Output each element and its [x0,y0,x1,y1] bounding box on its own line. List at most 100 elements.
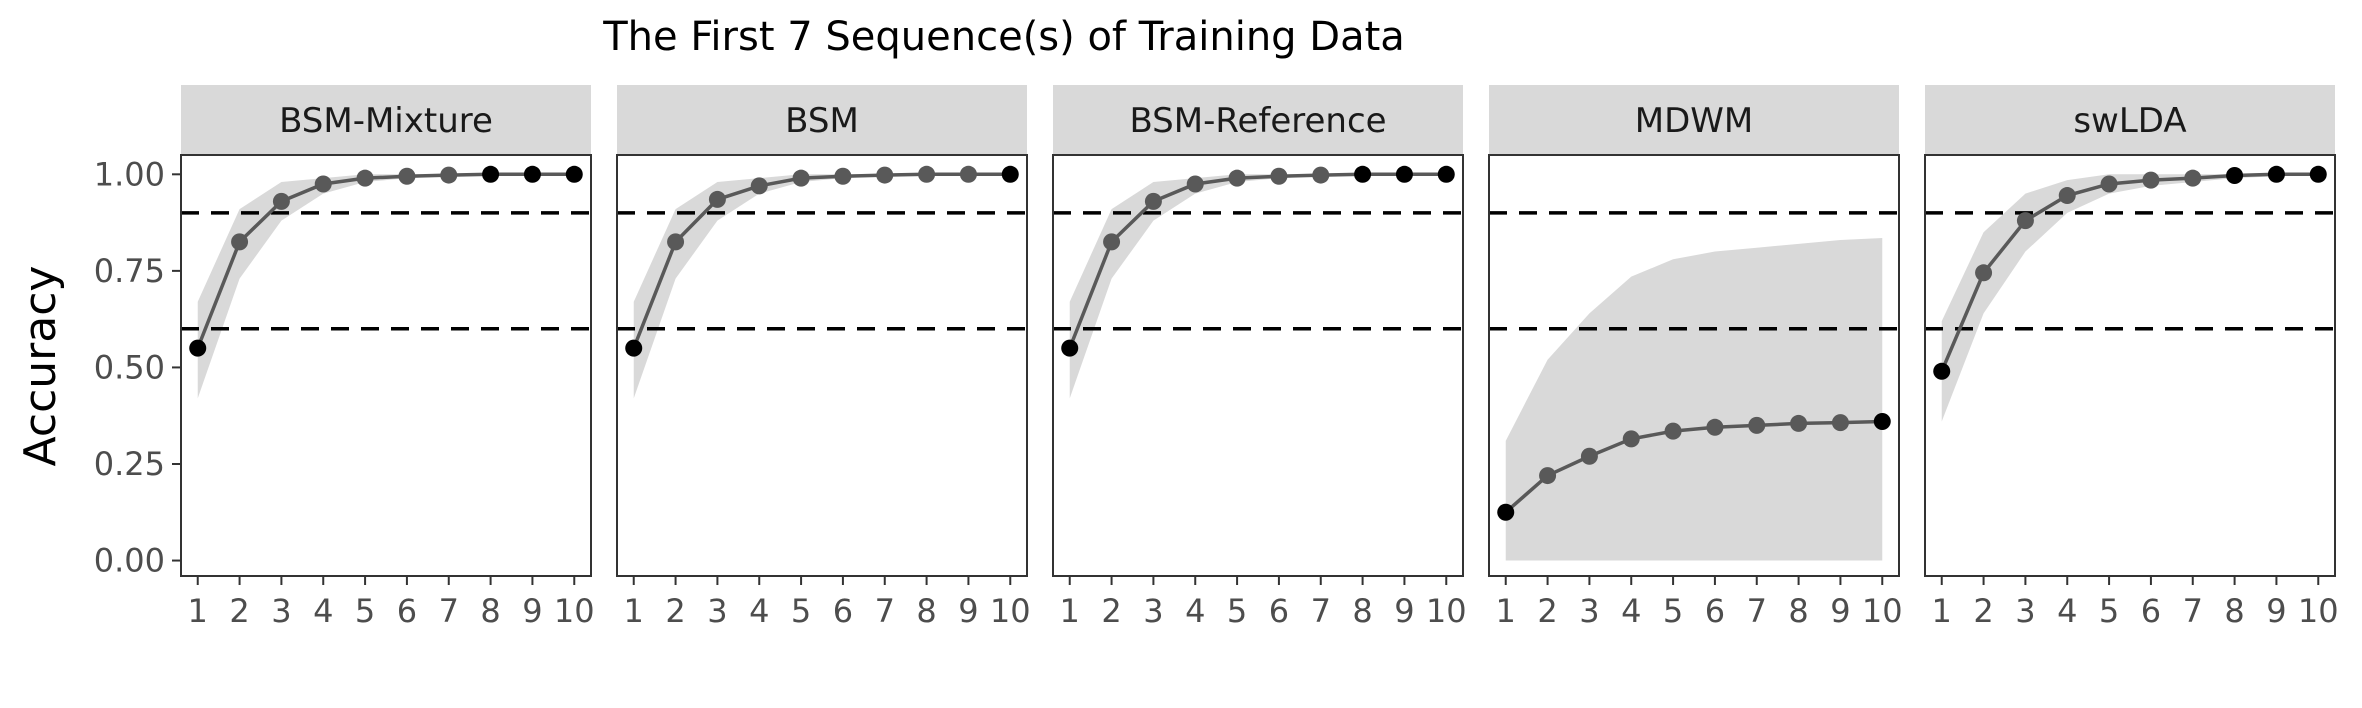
panel-mdwm: MDWM 1 2 3 4 5 6 7 8 9 10 [1488,85,1903,630]
data-point [1790,414,1808,432]
facet-strip [1489,85,1899,155]
x-tick-label: 4 [313,592,333,630]
data-point [834,167,852,185]
x-tick-label: 6 [1269,592,1289,630]
confidence-band [1941,174,2319,422]
x-tick-label: 8 [1788,592,1808,630]
facet-strip [181,85,591,155]
data-point [1103,233,1121,251]
data-point [523,165,541,183]
y-tick-label: 0.00 [94,542,165,580]
x-tick-label: 9 [958,592,978,630]
data-point [1622,430,1640,448]
x-tick-label: 5 [355,592,375,630]
data-point [1270,167,1288,185]
panel-border [180,154,592,577]
x-tick-label: 8 [2224,592,2244,630]
data-point [2058,187,2076,205]
x-tick-label: 4 [749,592,769,630]
facet-strip-label: swLDA [2073,101,2186,141]
data-point [565,165,583,183]
series-line [632,172,1011,349]
y-tick-label: 0.25 [94,445,165,483]
x-tick-label: 10 [990,592,1031,630]
x-tick-label: 6 [1705,592,1725,630]
data-point [750,177,768,195]
data-point [708,190,726,208]
data-point [2100,175,2118,193]
x-tick-label: 8 [1352,592,1372,630]
y-tick-label: 0.75 [94,252,165,290]
series-line [1504,419,1883,514]
x-tick-label: 8 [916,592,936,630]
x-tick-label: 2 [1101,592,1121,630]
panel-border [616,154,1028,577]
x-tick-label: 6 [2141,592,2161,630]
data-point [2226,166,2244,184]
y-axis: 0.00 0.25 0.50 0.75 1.00 [94,155,181,580]
x-tick-label: 9 [2266,592,2286,630]
facet-strip [1925,85,2335,155]
data-point [1664,422,1682,440]
data-point [1144,192,1162,210]
data-point [876,166,894,184]
data-point [1748,416,1766,434]
facet-strip-label: BSM-Reference [1129,101,1386,141]
series-line [196,172,575,349]
facet-strip-label: BSM [785,101,859,141]
x-tick-label: 10 [554,592,595,630]
data-point [1975,264,1993,282]
data-point [792,169,810,187]
confidence-band [1505,238,1883,561]
x-tick-label: 1 [1060,592,1080,630]
x-tick-label: 9 [1830,592,1850,630]
x-tick-label: 2 [1973,592,1993,630]
x-tick-label: 5 [791,592,811,630]
x-tick-label: 7 [875,592,895,630]
data-point [1312,166,1330,184]
x-tick-label: 10 [2298,592,2339,630]
x-tick-label: 4 [2057,592,2077,630]
data-point [1831,414,1849,432]
x-tick-label: 1 [1496,592,1516,630]
data-point [625,339,643,357]
data-point [189,339,207,357]
x-tick-label: 5 [2099,592,2119,630]
x-tick-label: 4 [1185,592,1205,630]
facet-strip [1053,85,1463,155]
x-tick-label: 7 [1747,592,1767,630]
x-tick-label: 5 [1663,592,1683,630]
series-line [1068,172,1447,349]
x-tick-label: 3 [707,592,727,630]
data-point [482,165,500,183]
data-point [667,233,685,251]
confidence-band [633,174,1011,399]
x-tick-label: 2 [1537,592,1557,630]
data-point [1437,165,1455,183]
series-line [1940,172,2319,372]
data-point [1228,169,1246,187]
panel-bsm-reference: BSM-Reference 1 2 3 4 5 6 7 8 9 10 [1052,85,1467,630]
confidence-band [1069,174,1447,399]
panel-bsm-mixture: BSM-Mixture 1 2 3 4 5 6 7 8 9 10 [180,85,595,630]
x-tick-label: 3 [271,592,291,630]
facet-strip-label: BSM-Mixture [279,101,493,141]
x-tick-label: 3 [2015,592,2035,630]
x-tick-label: 7 [1311,592,1331,630]
x-tick-label: 9 [522,592,542,630]
x-tick-label: 7 [2183,592,2203,630]
data-point [1933,362,1951,380]
panel-border [1924,154,2336,577]
x-tick-label: 6 [397,592,417,630]
x-tick-label: 7 [439,592,459,630]
panel-border [1488,154,1900,577]
chart-title: The First 7 Sequence(s) of Training Data [602,14,1405,60]
data-point [231,233,249,251]
data-point [2016,212,2034,230]
y-axis-label: Accuracy [15,266,66,467]
data-point [1186,175,1204,193]
data-point [2267,165,2285,183]
x-tick-label: 3 [1143,592,1163,630]
